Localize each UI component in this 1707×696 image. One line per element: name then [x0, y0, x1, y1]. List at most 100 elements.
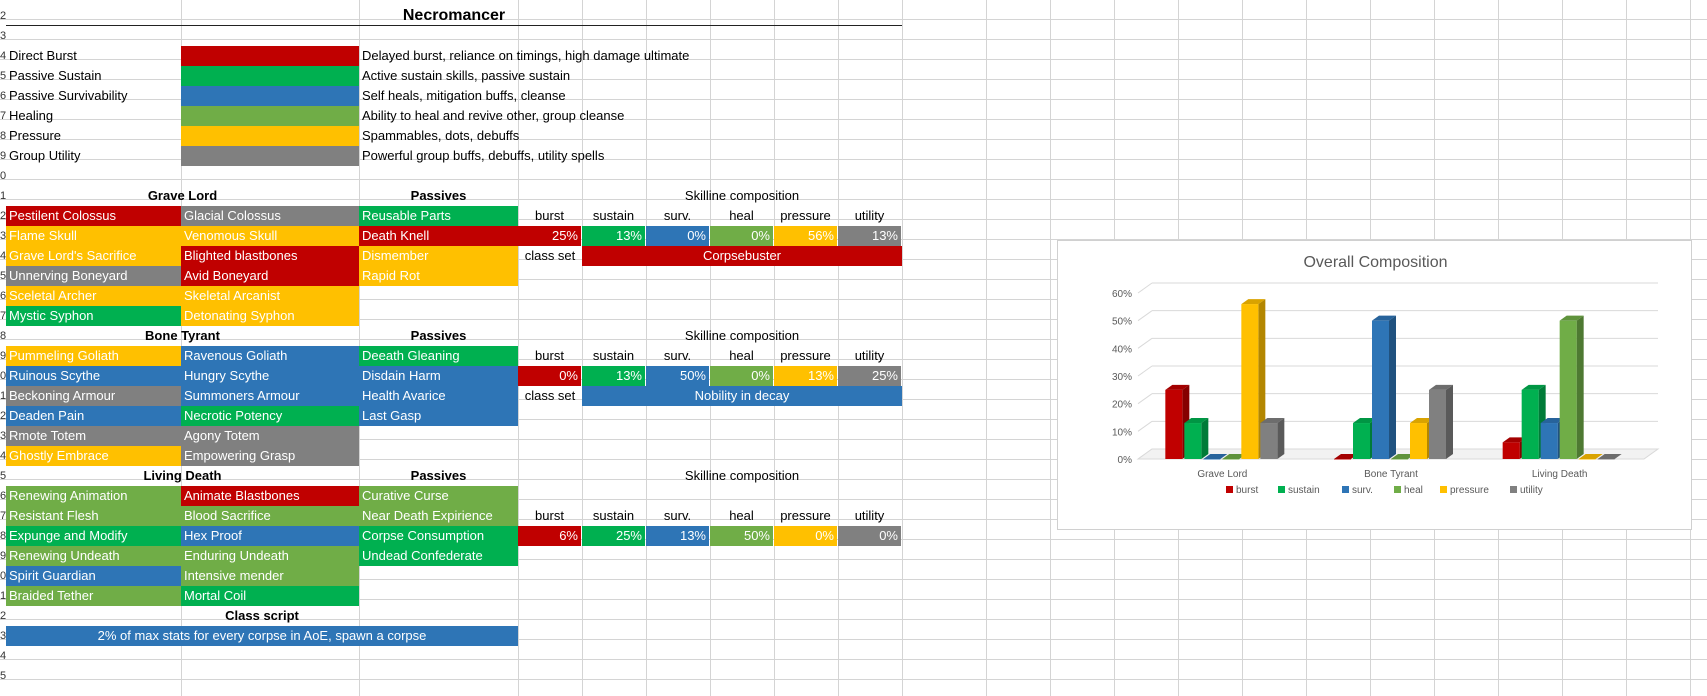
active-skill[interactable]: Braided Tether: [6, 586, 181, 606]
active-skill[interactable]: Mortal Coil: [181, 586, 359, 606]
active-skill[interactable]: Unnerving Boneyard: [6, 266, 181, 286]
active-skill[interactable]: Grave Lord's Sacrifice: [6, 246, 181, 266]
active-skill[interactable]: Ravenous Goliath: [181, 346, 359, 366]
row-number[interactable]: 8: [0, 330, 6, 342]
active-skill[interactable]: Deaden Pain: [6, 406, 181, 426]
row-number[interactable]: 8: [0, 130, 6, 142]
composition-percent[interactable]: 25%: [518, 226, 581, 246]
legend-category-name[interactable]: Passive Survivability: [9, 88, 128, 103]
composition-percent[interactable]: 50%: [646, 366, 709, 386]
composition-column-header[interactable]: burst: [535, 348, 564, 363]
class-set-label[interactable]: class set: [524, 248, 576, 263]
passives-header[interactable]: Passives: [410, 188, 467, 203]
active-skill[interactable]: Intensive mender: [181, 566, 359, 586]
passive-skill[interactable]: Rapid Rot: [359, 266, 518, 286]
row-number[interactable]: 2: [0, 10, 6, 22]
legend-category-name[interactable]: Direct Burst: [9, 48, 77, 63]
active-skill[interactable]: Renewing Undeath: [6, 546, 181, 566]
active-skill[interactable]: Summoners Armour: [181, 386, 359, 406]
composition-percent[interactable]: 25%: [582, 526, 645, 546]
sheet-title[interactable]: Necromancer: [402, 7, 506, 24]
active-skill[interactable]: Blighted blastbones: [181, 246, 359, 266]
passive-skill[interactable]: Health Avarice: [359, 386, 518, 406]
active-skill[interactable]: Beckoning Armour: [6, 386, 181, 406]
active-skill[interactable]: Hex Proof: [181, 526, 359, 546]
row-number[interactable]: 4: [0, 450, 6, 462]
row-number[interactable]: 3: [0, 230, 6, 242]
legend-category-description[interactable]: Delayed burst, reliance on timings, high…: [362, 48, 690, 63]
composition-percent[interactable]: 0%: [710, 226, 773, 246]
row-number[interactable]: 1: [0, 190, 6, 202]
legend-color-swatch[interactable]: [181, 106, 359, 126]
active-skill[interactable]: Venomous Skull: [181, 226, 359, 246]
composition-column-header[interactable]: surv.: [663, 208, 692, 223]
composition-percent[interactable]: 56%: [774, 226, 837, 246]
active-skill[interactable]: Flame Skull: [6, 226, 181, 246]
composition-header[interactable]: Skilline composition: [684, 188, 800, 203]
row-number[interactable]: 5: [0, 470, 6, 482]
row-number[interactable]: 2: [0, 210, 6, 222]
composition-header[interactable]: Skilline composition: [684, 328, 800, 343]
active-skill[interactable]: Blood Sacrifice: [181, 506, 359, 526]
passive-skill[interactable]: Death Knell: [359, 226, 518, 246]
composition-percent[interactable]: 0%: [774, 526, 837, 546]
active-skill[interactable]: Spirit Guardian: [6, 566, 181, 586]
skill-line-name[interactable]: Bone Tyrant: [145, 328, 220, 343]
row-number[interactable]: 5: [0, 670, 6, 682]
active-skill[interactable]: Hungry Scythe: [181, 366, 359, 386]
composition-column-header[interactable]: burst: [535, 508, 564, 523]
legend-category-name[interactable]: Group Utility: [9, 148, 81, 163]
composition-column-header[interactable]: surv.: [663, 348, 692, 363]
row-number[interactable]: 6: [0, 90, 6, 102]
active-skill[interactable]: Necrotic Potency: [181, 406, 359, 426]
passive-skill[interactable]: Near Death Expirience: [359, 506, 518, 526]
row-number[interactable]: 9: [0, 150, 6, 162]
class-set-label[interactable]: class set: [524, 388, 576, 403]
row-number[interactable]: 5: [0, 70, 6, 82]
active-skill[interactable]: Mystic Syphon: [6, 306, 181, 326]
row-number[interactable]: 1: [0, 590, 6, 602]
active-skill[interactable]: Resistant Flesh: [6, 506, 181, 526]
passive-skill[interactable]: Last Gasp: [359, 406, 518, 426]
overall-composition-chart[interactable]: Overall Composition 0% 10% 20% 30% 40% 50% 60% G…: [1057, 240, 1692, 530]
composition-column-header[interactable]: pressure: [780, 208, 831, 223]
composition-percent[interactable]: 0%: [838, 526, 901, 546]
row-number[interactable]: 1: [0, 390, 6, 402]
row-number[interactable]: 6: [0, 490, 6, 502]
legend-color-swatch[interactable]: [181, 86, 359, 106]
row-number[interactable]: 0: [0, 170, 6, 182]
composition-column-header[interactable]: pressure: [780, 508, 831, 523]
composition-column-header[interactable]: burst: [535, 208, 564, 223]
row-number[interactable]: 0: [0, 570, 6, 582]
composition-percent[interactable]: 50%: [710, 526, 773, 546]
active-skill[interactable]: Pummeling Goliath: [6, 346, 181, 366]
composition-percent[interactable]: 0%: [646, 226, 709, 246]
legend-category-description[interactable]: Powerful group buffs, debuffs, utility s…: [362, 148, 605, 163]
active-skill[interactable]: Detonating Syphon: [181, 306, 359, 326]
row-number[interactable]: 0: [0, 370, 6, 382]
active-skill[interactable]: Pestilent Colossus: [6, 206, 181, 226]
skill-line-name[interactable]: Grave Lord: [147, 188, 218, 203]
composition-percent[interactable]: 13%: [774, 366, 837, 386]
row-number[interactable]: 3: [0, 430, 6, 442]
legend-color-swatch[interactable]: [181, 126, 359, 146]
row-number[interactable]: 2: [0, 410, 6, 422]
passive-skill[interactable]: Dismember: [359, 246, 518, 266]
row-number[interactable]: 3: [0, 30, 6, 42]
composition-percent[interactable]: 13%: [582, 226, 645, 246]
active-skill[interactable]: Rmote Totem: [6, 426, 181, 446]
legend-category-description[interactable]: Active sustain skills, passive sustain: [362, 68, 571, 83]
active-skill[interactable]: Ruinous Scythe: [6, 366, 181, 386]
composition-column-header[interactable]: utility: [854, 508, 885, 523]
active-skill[interactable]: Animate Blastbones: [181, 486, 359, 506]
row-number[interactable]: 4: [0, 250, 6, 262]
active-skill[interactable]: Empowering Grasp: [181, 446, 359, 466]
composition-column-header[interactable]: utility: [854, 208, 885, 223]
legend-category-name[interactable]: Pressure: [9, 128, 62, 143]
row-number[interactable]: 4: [0, 650, 6, 662]
active-skill[interactable]: Ghostly Embrace: [6, 446, 181, 466]
active-skill[interactable]: Enduring Undeath: [181, 546, 359, 566]
active-skill[interactable]: Glacial Colossus: [181, 206, 359, 226]
passives-header[interactable]: Passives: [410, 328, 467, 343]
active-skill[interactable]: Avid Boneyard: [181, 266, 359, 286]
